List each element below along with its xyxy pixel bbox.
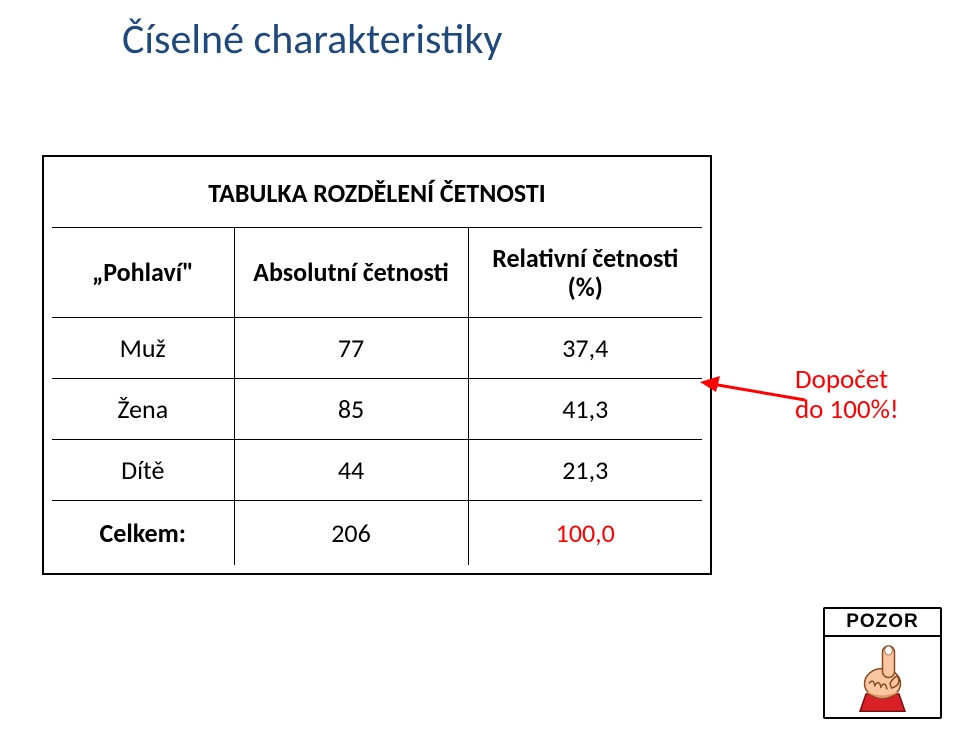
table-title-row: TABULKA ROZDĚLENÍ ČETNOSTI (52, 165, 702, 228)
row-label: Žena (52, 379, 234, 440)
col-header-pohlavi: „Pohlaví" (52, 228, 234, 318)
attention-label: POZOR (825, 611, 940, 637)
total-relative: 100,0 (468, 501, 702, 566)
slide: { "slide": { "title": "Číselné charakter… (0, 0, 960, 735)
hand-icon (825, 637, 940, 717)
row-label: Dítě (52, 440, 234, 501)
frequency-table: TABULKA ROZDĚLENÍ ČETNOSTI „Pohlaví" Abs… (42, 155, 712, 575)
table-row: Žena 85 41,3 (52, 379, 702, 440)
page-title: Číselné charakteristiky (122, 14, 502, 65)
table-row: Muž 77 37,4 (52, 318, 702, 379)
row-absolute: 44 (234, 440, 468, 501)
col-header-absolute: Absolutní četnosti (234, 228, 468, 318)
callout-text: Dopočet do 100%! (795, 365, 899, 424)
row-relative: 21,3 (468, 440, 702, 501)
total-label: Celkem: (52, 501, 234, 566)
col-header-relative: Relativní četnosti (%) (468, 228, 702, 318)
row-relative: 37,4 (468, 318, 702, 379)
callout-arrow-icon (700, 380, 810, 410)
row-label: Muž (52, 318, 234, 379)
total-absolute: 206 (234, 501, 468, 566)
table-total-row: Celkem: 206 100,0 (52, 501, 702, 566)
row-absolute: 85 (234, 379, 468, 440)
table-title: TABULKA ROZDĚLENÍ ČETNOSTI (52, 165, 702, 228)
callout-line2: do 100%! (795, 393, 899, 426)
attention-badge: POZOR (823, 607, 942, 719)
callout-line1: Dopočet (795, 363, 888, 396)
table-header-row: „Pohlaví" Absolutní četnosti Relativní č… (52, 228, 702, 318)
row-absolute: 77 (234, 318, 468, 379)
table-row: Dítě 44 21,3 (52, 440, 702, 501)
row-relative: 41,3 (468, 379, 702, 440)
